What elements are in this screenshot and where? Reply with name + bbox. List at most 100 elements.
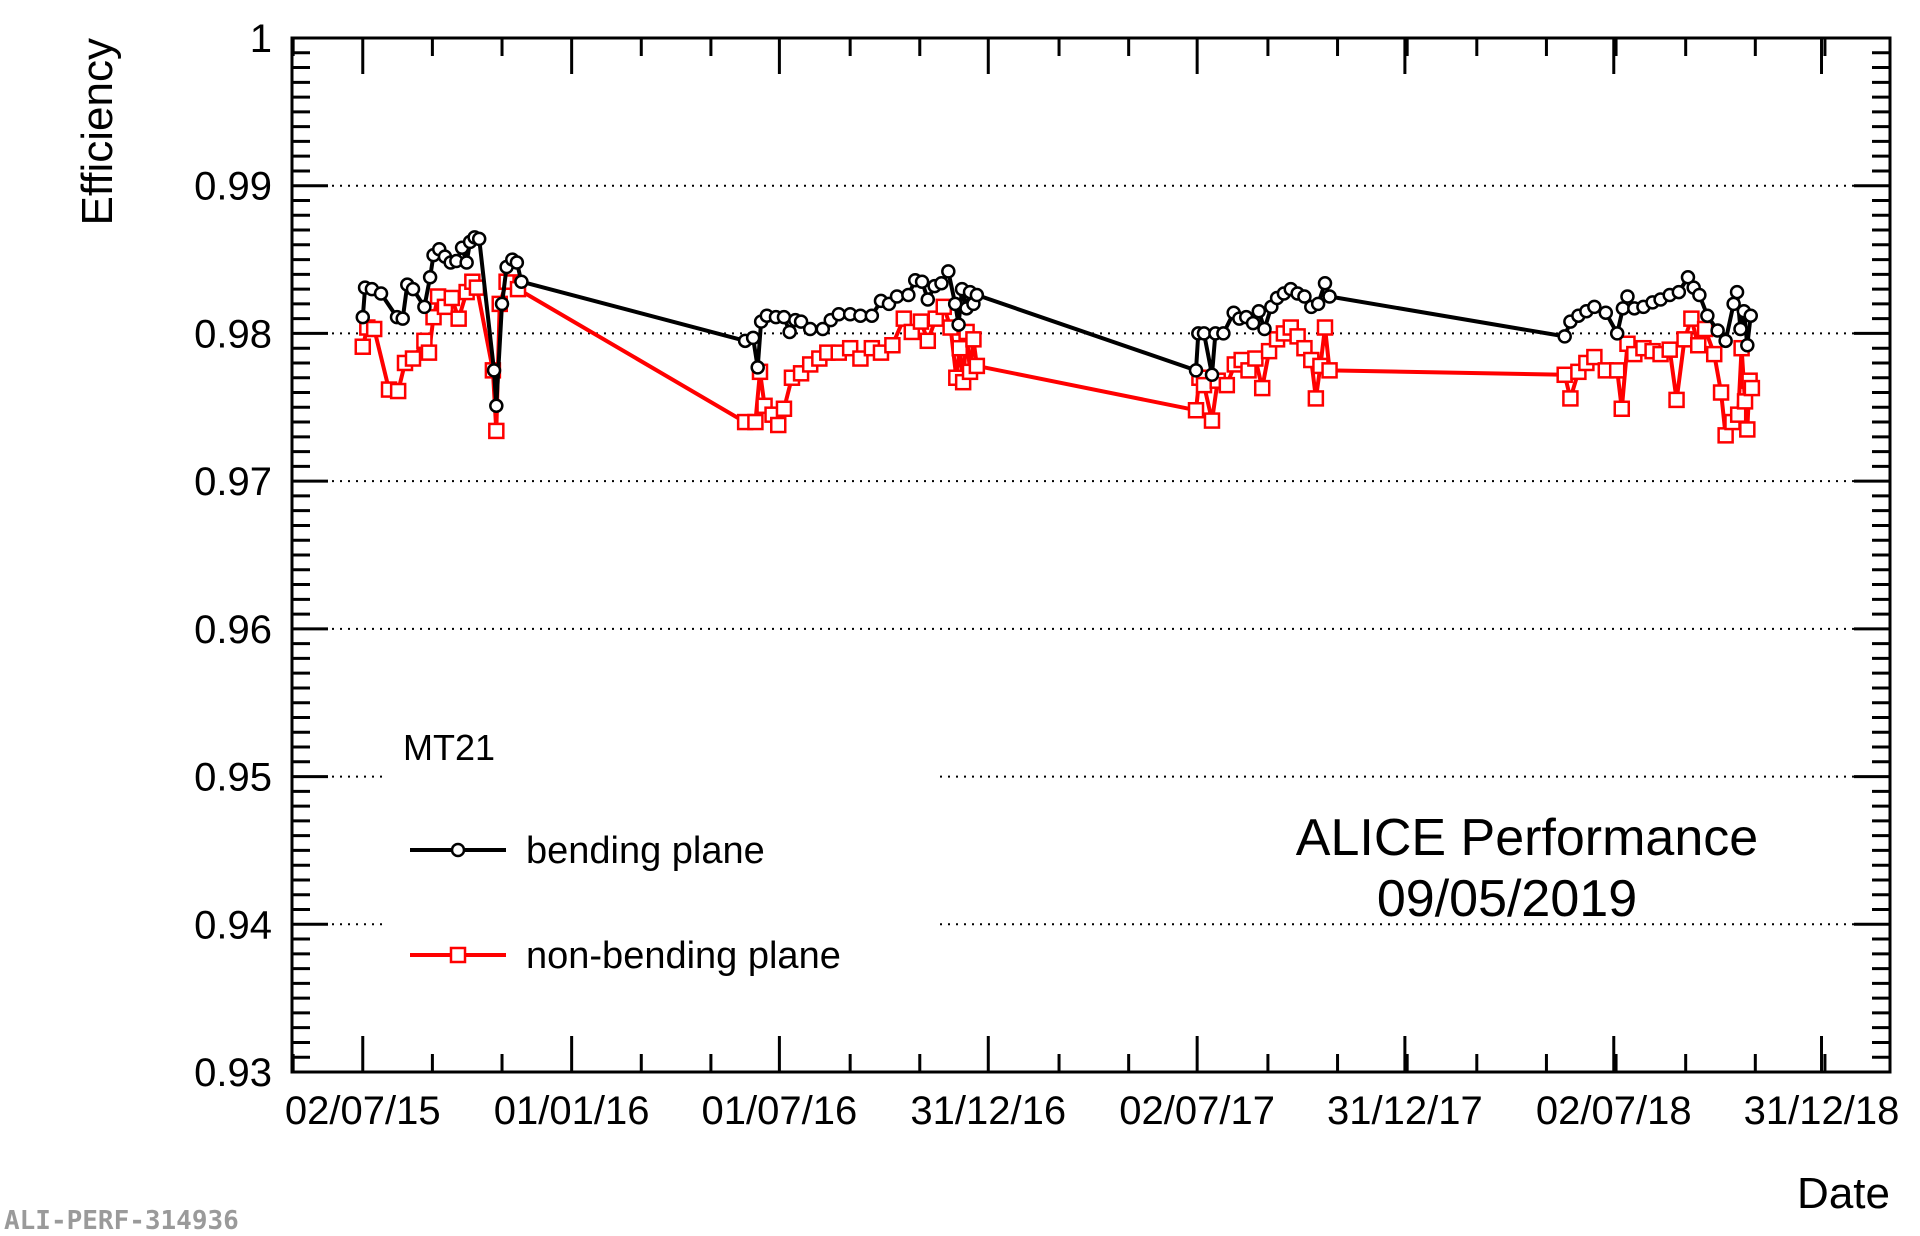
data-point xyxy=(895,310,913,327)
data-point xyxy=(969,287,985,303)
data-point xyxy=(1705,345,1723,363)
data-point xyxy=(1297,289,1312,304)
data-point xyxy=(901,287,916,303)
x-tick-label: 31/12/17 xyxy=(1327,1089,1483,1133)
y-axis-title: Efficiency xyxy=(73,38,122,226)
data-point xyxy=(815,321,831,337)
data-point xyxy=(951,339,968,357)
data-point xyxy=(1307,390,1325,407)
legend-marker-bending xyxy=(450,842,466,858)
data-point xyxy=(750,360,765,375)
y-tick-label: 0.99 xyxy=(194,165,272,209)
x-tick-label: 02/07/15 xyxy=(285,1089,441,1133)
data-point xyxy=(1743,379,1761,397)
data-point xyxy=(884,336,901,354)
data-point xyxy=(1613,400,1631,418)
data-point xyxy=(1620,289,1635,304)
data-point xyxy=(1700,308,1715,323)
annotation-line-2: 09/05/2019 xyxy=(1377,870,1637,928)
data-point xyxy=(920,292,936,307)
legend-label-bending: bending plane xyxy=(526,830,765,872)
data-point xyxy=(486,363,502,378)
y-tick-labels: 0.93 0.94 0.95 0.96 0.97 0.98 0.99 1 xyxy=(194,17,272,1095)
y-tick-label: 0.98 xyxy=(194,312,272,356)
data-point xyxy=(747,413,764,431)
axis-ticks xyxy=(291,36,1890,1074)
data-point xyxy=(395,311,410,326)
data-point xyxy=(514,274,529,289)
data-point xyxy=(1696,320,1714,338)
data-point xyxy=(864,308,880,323)
data-point xyxy=(1717,427,1734,444)
data-point xyxy=(782,324,797,340)
series-layer xyxy=(354,230,1761,444)
legend-marker-non-bending xyxy=(449,946,467,964)
data-point xyxy=(405,281,421,297)
data-point xyxy=(1712,384,1730,401)
x-tick-label: 02/07/17 xyxy=(1119,1089,1275,1133)
data-point xyxy=(1204,367,1220,383)
data-point xyxy=(1557,329,1572,344)
data-point xyxy=(488,422,505,440)
data-point xyxy=(951,317,966,332)
data-point xyxy=(1608,362,1626,379)
data-point xyxy=(450,310,467,327)
data-point xyxy=(355,309,371,325)
data-point xyxy=(802,321,818,337)
legend-label-non-bending: non-bending plane xyxy=(526,935,841,977)
data-point xyxy=(1718,333,1733,349)
legend: MT21 bending plane non-bending plane xyxy=(403,727,841,977)
data-point xyxy=(373,286,389,301)
data-point xyxy=(1668,391,1685,409)
x-tick-label: 31/12/18 xyxy=(1744,1089,1900,1133)
annotation-line-1: ALICE Performance xyxy=(1296,809,1758,867)
data-point xyxy=(919,332,937,350)
data-point xyxy=(417,299,432,315)
data-point xyxy=(776,309,792,325)
data-point xyxy=(1587,299,1602,315)
y-tick-label: 0.97 xyxy=(194,460,272,504)
data-point xyxy=(1216,326,1231,341)
data-point xyxy=(1245,315,1261,331)
data-point xyxy=(1740,337,1755,353)
data-point xyxy=(1257,321,1272,337)
data-point xyxy=(965,331,982,348)
data-point xyxy=(1317,275,1333,291)
figure-id: ALI-PERF-314936 xyxy=(4,1206,239,1236)
y-tick-label: 0.96 xyxy=(194,608,272,652)
y-tick-label: 0.95 xyxy=(194,756,272,800)
legend-entry-non-bending: non-bending plane xyxy=(410,935,841,977)
legend-header: MT21 xyxy=(403,727,495,768)
data-point xyxy=(1322,289,1337,304)
y-tick-label: 1 xyxy=(250,17,272,61)
data-point xyxy=(1710,323,1725,338)
data-point xyxy=(509,255,525,270)
x-tick-label: 02/07/18 xyxy=(1536,1089,1692,1133)
x-tick-label: 01/01/16 xyxy=(494,1089,650,1133)
legend-entry-bending: bending plane xyxy=(410,830,765,872)
data-point xyxy=(420,344,438,361)
data-point xyxy=(459,255,474,270)
data-point xyxy=(1188,363,1204,378)
data-point xyxy=(489,398,504,414)
data-point xyxy=(1598,305,1614,320)
y-tick-label: 0.94 xyxy=(194,903,272,947)
data-point xyxy=(1743,308,1758,323)
data-point xyxy=(468,279,486,296)
series-non-bending-plane xyxy=(354,260,1761,444)
data-point xyxy=(1729,406,1747,423)
data-point xyxy=(1676,331,1693,348)
y-tick-label: 0.93 xyxy=(194,1051,272,1095)
data-point xyxy=(934,275,949,291)
x-axis-title: Date xyxy=(1797,1169,1890,1218)
data-point xyxy=(793,314,809,329)
data-point xyxy=(914,274,930,289)
data-point xyxy=(389,382,407,400)
data-point xyxy=(1253,379,1271,397)
data-point xyxy=(1556,366,1573,384)
data-point xyxy=(1733,321,1748,337)
data-point xyxy=(1247,350,1264,367)
data-point xyxy=(1203,412,1221,429)
x-tick-label: 01/07/16 xyxy=(702,1089,858,1133)
data-point xyxy=(1251,304,1267,319)
